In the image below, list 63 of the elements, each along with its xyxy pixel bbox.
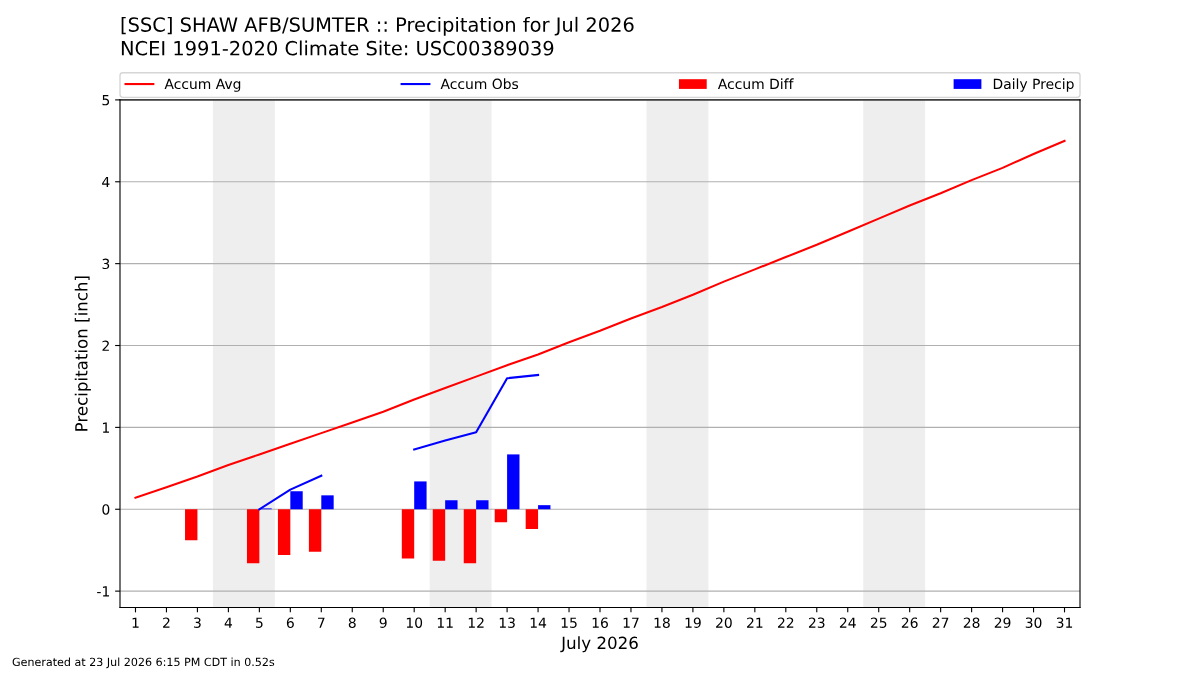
x-tick-label: 11	[437, 617, 453, 628]
bar	[445, 500, 458, 510]
x-tick-label: 23	[808, 617, 825, 628]
y-tick-label: 1	[102, 422, 109, 433]
y-tick-label: 3	[102, 258, 110, 270]
x-tick-label: 7	[318, 617, 325, 628]
x-tick-label: 8	[348, 617, 356, 628]
y-tick-label: -1	[97, 586, 109, 597]
x-tick-label: 4	[224, 617, 233, 628]
x-tick-label: 22	[777, 617, 794, 628]
legend-label: Daily Precip	[993, 78, 1074, 92]
x-tick-label: 18	[654, 617, 670, 628]
x-tick-label: 15	[561, 617, 577, 628]
bar	[494, 509, 508, 523]
x-tick-label: 21	[747, 617, 763, 628]
line-series	[134, 139, 1066, 499]
x-axis-title: July 2026	[560, 636, 638, 653]
x-tick-label: 24	[839, 617, 856, 628]
bar	[277, 509, 291, 556]
chart-subtitle: NCEI 1991-2020 Climate Site: USC00389039	[121, 40, 554, 56]
bar	[525, 509, 539, 529]
bar	[507, 454, 520, 510]
legend-label: Accum Avg	[164, 78, 241, 92]
x-tick-label: 25	[870, 617, 887, 628]
x-tick-label: 6	[286, 617, 294, 628]
x-tick-label: 26	[901, 617, 918, 628]
x-tick-label: 12	[468, 617, 484, 628]
x-tick-label: 3	[194, 617, 201, 628]
bar	[308, 509, 322, 552]
x-tick-label: 19	[685, 617, 701, 628]
legend-label: Accum Diff	[717, 78, 794, 90]
x-tick-label: 28	[963, 617, 980, 628]
x-tick-label: 10	[406, 617, 423, 628]
x-tick-label: 31	[1056, 617, 1073, 628]
bar	[321, 495, 334, 510]
x-tick-label: 5	[256, 617, 263, 628]
bar	[538, 505, 551, 510]
y-tick-label: 2	[102, 340, 109, 351]
x-tick-label: 13	[499, 617, 515, 628]
legend-label: Accum Obs	[440, 78, 519, 90]
bar	[414, 481, 427, 510]
x-tick-label: 2	[163, 617, 170, 628]
x-tick-label: 9	[379, 617, 387, 628]
bar	[246, 509, 260, 564]
x-tick-label: 30	[1025, 617, 1042, 628]
x-tick-label: 1	[132, 617, 139, 628]
text: Generated at 23 Jul 2026 6:15 PM CDT in 0.52s	[12, 657, 275, 669]
y-tick-label: 0	[102, 504, 110, 515]
x-tick-label: 17	[623, 617, 639, 628]
bar	[432, 509, 446, 561]
x-tick-label: 16	[592, 617, 608, 628]
bar	[185, 509, 198, 541]
bar	[463, 509, 477, 564]
bar	[476, 500, 489, 510]
y-axis-title: Precipitation [inch]	[74, 276, 91, 431]
y-tick-label: 4	[102, 176, 110, 188]
x-tick-label: 29	[994, 617, 1011, 628]
y-tick-label: 5	[102, 95, 110, 106]
bar	[401, 509, 415, 559]
x-tick-label: 14	[530, 617, 547, 628]
x-tick-label: 20	[716, 617, 732, 628]
x-tick-label: 27	[932, 617, 949, 628]
chart-title: [SSC] SHAW AFB/SUMTER :: Precipitation for Jul 2026	[121, 16, 634, 36]
